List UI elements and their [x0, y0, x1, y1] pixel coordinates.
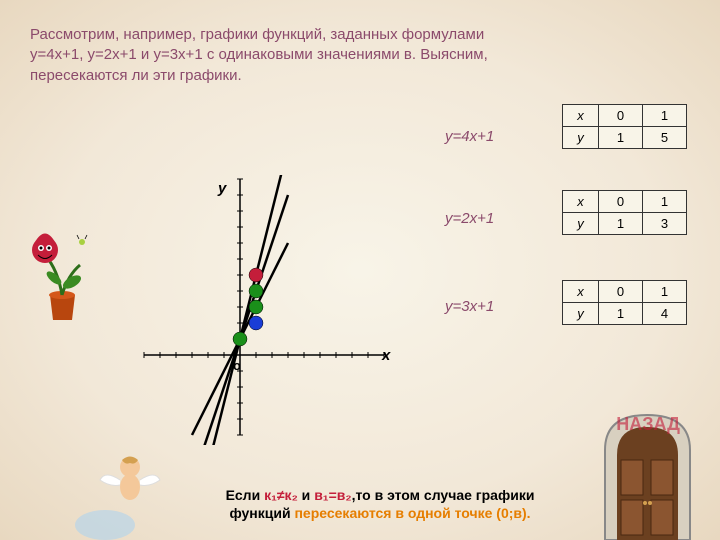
plant-decoration [20, 220, 105, 325]
x-axis-label: х [382, 347, 390, 364]
data-table-3: х01 у14 [562, 280, 687, 325]
angel-decoration [75, 445, 175, 540]
y-axis-label: у [218, 180, 226, 197]
back-button[interactable]: НАЗАД [616, 414, 680, 435]
data-table-1: х01 у15 [562, 104, 687, 149]
equation-label-2: у=2х+1 [445, 210, 494, 227]
coordinate-graph [130, 175, 390, 445]
equation-label-3: у=3х+1 [445, 298, 494, 315]
intro-text: Рассмотрим, например, графики функций, з… [30, 25, 520, 86]
equation-label-1: у=4х+1 [445, 128, 494, 145]
conclusion-text: Если к₁≠к₂ и в₁=в₂,то в этом случае граф… [210, 486, 550, 522]
data-table-2: х01 у13 [562, 190, 687, 235]
origin-label: о [233, 358, 241, 373]
